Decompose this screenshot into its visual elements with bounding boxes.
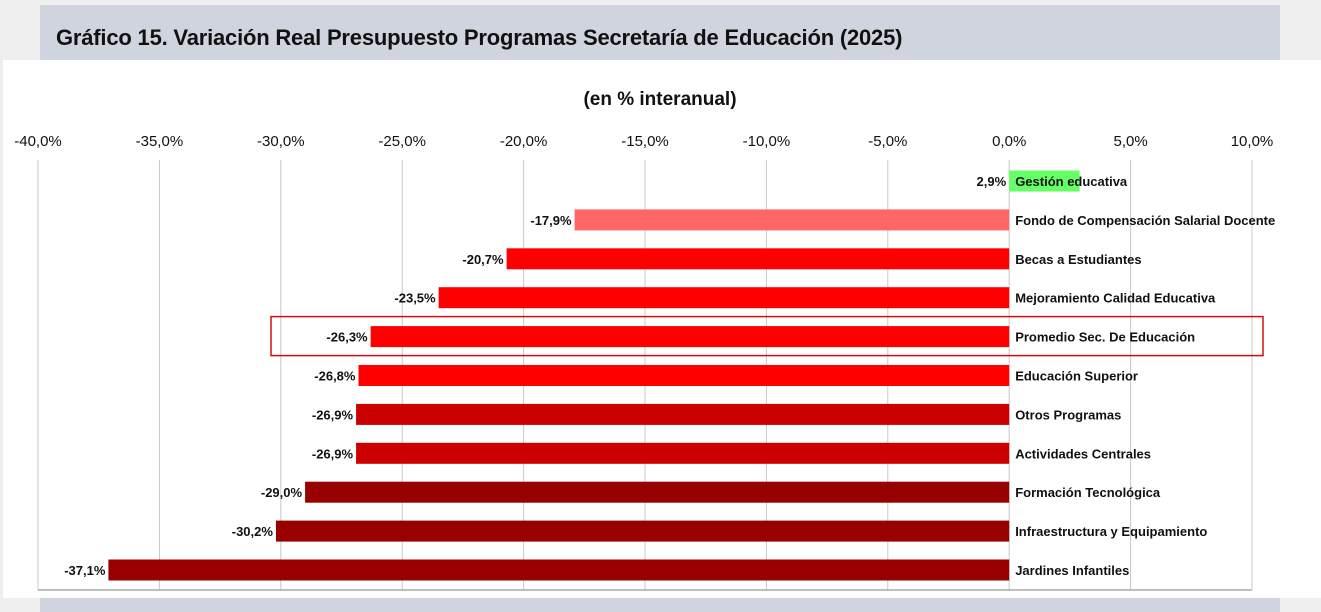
x-tick-label: -30,0% xyxy=(257,133,305,150)
bar xyxy=(506,248,1010,270)
category-label: Promedio Sec. De Educación xyxy=(1015,330,1195,345)
category-label: Infraestructura y Equipamiento xyxy=(1015,524,1207,539)
x-tick-label: -35,0% xyxy=(136,133,184,150)
x-tick-label: 0,0% xyxy=(992,133,1026,150)
category-label: Becas a Estudiantes xyxy=(1015,252,1141,267)
x-tick-label: -20,0% xyxy=(500,133,548,150)
x-tick-label: -15,0% xyxy=(621,133,669,150)
category-label: Fondo de Compensación Salarial Docente xyxy=(1015,213,1275,228)
category-label: Educación Superior xyxy=(1015,369,1138,384)
bar xyxy=(438,287,1010,309)
bar xyxy=(356,403,1010,425)
bar xyxy=(356,442,1010,464)
value-label: -26,9% xyxy=(312,446,354,461)
value-label: -26,3% xyxy=(326,330,368,345)
value-label: -26,8% xyxy=(314,369,356,384)
value-label: -17,9% xyxy=(530,213,572,228)
x-tick-label: -5,0% xyxy=(868,133,907,150)
x-tick-label: 5,0% xyxy=(1113,133,1147,150)
bar xyxy=(275,520,1010,542)
chart-subtitle: (en % interanual) xyxy=(583,89,736,110)
bar xyxy=(1009,170,1080,192)
category-label: Formación Tecnológica xyxy=(1015,485,1161,500)
category-label: Jardines Infantiles xyxy=(1015,563,1129,578)
bar xyxy=(574,209,1010,231)
x-tick-label: -10,0% xyxy=(743,133,791,150)
bar xyxy=(358,365,1010,386)
category-label: Mejoramiento Calidad Educativa xyxy=(1015,291,1216,306)
value-label: -30,2% xyxy=(232,524,274,539)
value-label: -29,0% xyxy=(261,485,303,500)
value-label: 2,9% xyxy=(977,174,1007,189)
x-tick-label: 10,0% xyxy=(1231,133,1274,150)
value-label: -26,9% xyxy=(312,407,354,422)
category-label: Otros Programas xyxy=(1015,407,1121,422)
category-label: Actividades Centrales xyxy=(1015,446,1151,461)
value-label: -20,7% xyxy=(462,252,504,267)
x-tick-label: -25,0% xyxy=(378,133,426,150)
value-label: -23,5% xyxy=(394,291,436,306)
highlight-box xyxy=(270,315,1264,357)
bar xyxy=(108,559,1010,581)
category-label: Gestión educativa xyxy=(1015,174,1128,189)
value-label: -37,1% xyxy=(64,563,106,578)
bar xyxy=(370,326,1010,348)
bar xyxy=(305,481,1010,503)
x-tick-label: -40,0% xyxy=(14,133,62,150)
header-band: Gráfico 15. Variación Real Presupuesto P… xyxy=(40,5,1280,60)
footer-band xyxy=(40,598,1280,612)
chart-title: Gráfico 15. Variación Real Presupuesto P… xyxy=(56,25,903,50)
